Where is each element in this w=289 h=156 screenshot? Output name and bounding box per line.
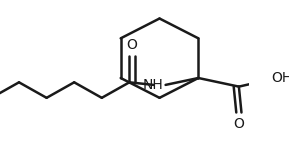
- Text: O: O: [234, 117, 244, 131]
- Text: NH: NH: [143, 78, 164, 92]
- Text: OH: OH: [271, 71, 289, 85]
- Text: O: O: [127, 38, 137, 52]
